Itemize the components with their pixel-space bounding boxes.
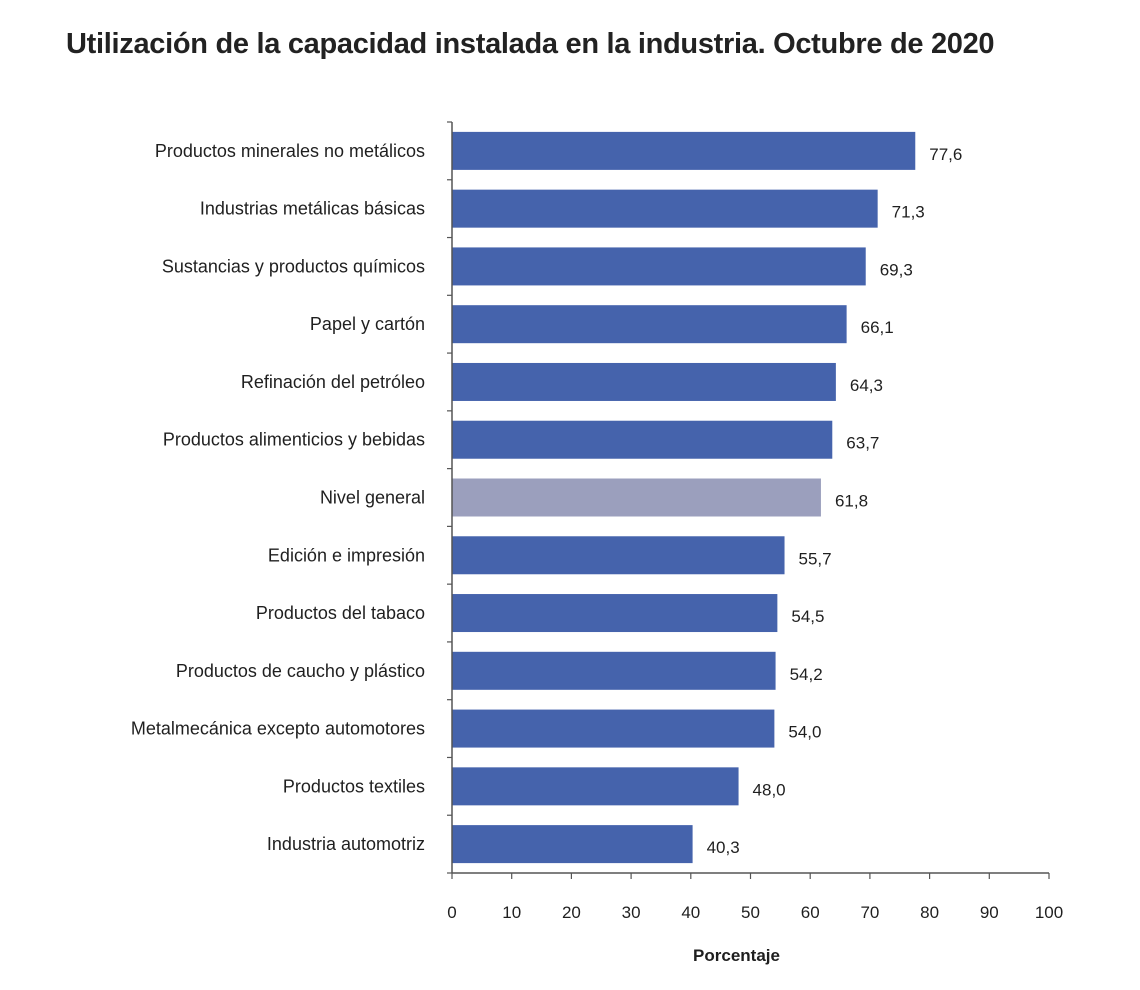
value-label: 40,3 — [707, 838, 740, 857]
bar-industria-automotriz — [452, 825, 693, 864]
category-label: Sustancias y productos químicos — [162, 256, 425, 276]
value-label: 54,2 — [790, 665, 823, 684]
x-tick-label: 30 — [622, 903, 641, 922]
x-tick-label: 90 — [980, 903, 999, 922]
bar-sustancias-y-productos-quimicos — [452, 247, 866, 286]
category-label: Productos minerales no metálicos — [155, 141, 425, 161]
category-label: Industrias metálicas básicas — [200, 199, 425, 219]
category-label: Productos del tabaco — [256, 603, 425, 623]
bar-papel-y-carton — [452, 305, 847, 344]
bar-productos-textiles — [452, 767, 739, 806]
x-tick-label: 10 — [502, 903, 521, 922]
value-label: 55,7 — [799, 549, 832, 568]
value-label: 54,0 — [788, 723, 821, 742]
bar-metalmecanica-excepto-automotores — [452, 709, 775, 748]
bar-productos-del-tabaco — [452, 594, 778, 633]
value-label: 64,3 — [850, 376, 883, 395]
bar-productos-minerales-no-metalicos — [452, 131, 916, 170]
x-tick-label: 50 — [741, 903, 760, 922]
x-tick-label: 100 — [1035, 903, 1063, 922]
value-label: 71,3 — [892, 203, 925, 222]
labels-group: Productos minerales no metálicos 77,6 Indu… — [131, 141, 963, 857]
bar-industrias-metalicas-basicas — [452, 189, 878, 228]
x-tick-label: 40 — [681, 903, 700, 922]
value-label: 61,8 — [835, 492, 868, 511]
value-label: 77,6 — [929, 145, 962, 164]
value-label: 54,5 — [791, 607, 824, 626]
category-label: Productos de caucho y plástico — [176, 661, 425, 681]
value-label: 63,7 — [846, 434, 879, 453]
x-tick-label: 80 — [920, 903, 939, 922]
value-label: 66,1 — [861, 318, 894, 337]
bar-productos-de-caucho-y-plastico — [452, 651, 776, 690]
bar-refinacion-del-petroleo — [452, 362, 836, 401]
x-tick-label: 70 — [860, 903, 879, 922]
category-label: Productos textiles — [283, 776, 425, 796]
category-label: Papel y cartón — [310, 314, 425, 334]
category-label: Industria automotriz — [267, 834, 425, 854]
x-axis: 0 10 20 30 40 50 60 70 80 90 100 — [447, 121, 1063, 922]
category-label: Productos alimenticios y bebidas — [163, 430, 425, 450]
bars-group — [452, 131, 916, 864]
x-tick-label: 0 — [447, 903, 456, 922]
value-label: 69,3 — [880, 260, 913, 279]
category-label: Nivel general — [320, 488, 425, 508]
bar-edicion-e-impresion — [452, 536, 785, 575]
category-label: Edición e impresión — [268, 545, 425, 565]
chart-title: Utilización de la capacidad instalada en… — [66, 28, 995, 60]
x-axis-title: Porcentaje — [693, 946, 780, 965]
x-tick-label: 20 — [562, 903, 581, 922]
bar-nivel-general — [452, 478, 821, 517]
x-tick-label: 60 — [801, 903, 820, 922]
value-label: 48,0 — [753, 780, 786, 799]
category-label: Metalmecánica excepto automotores — [131, 719, 425, 739]
bar-productos-alimenticios-y-bebidas — [452, 420, 833, 459]
category-label: Refinación del petróleo — [241, 372, 425, 392]
